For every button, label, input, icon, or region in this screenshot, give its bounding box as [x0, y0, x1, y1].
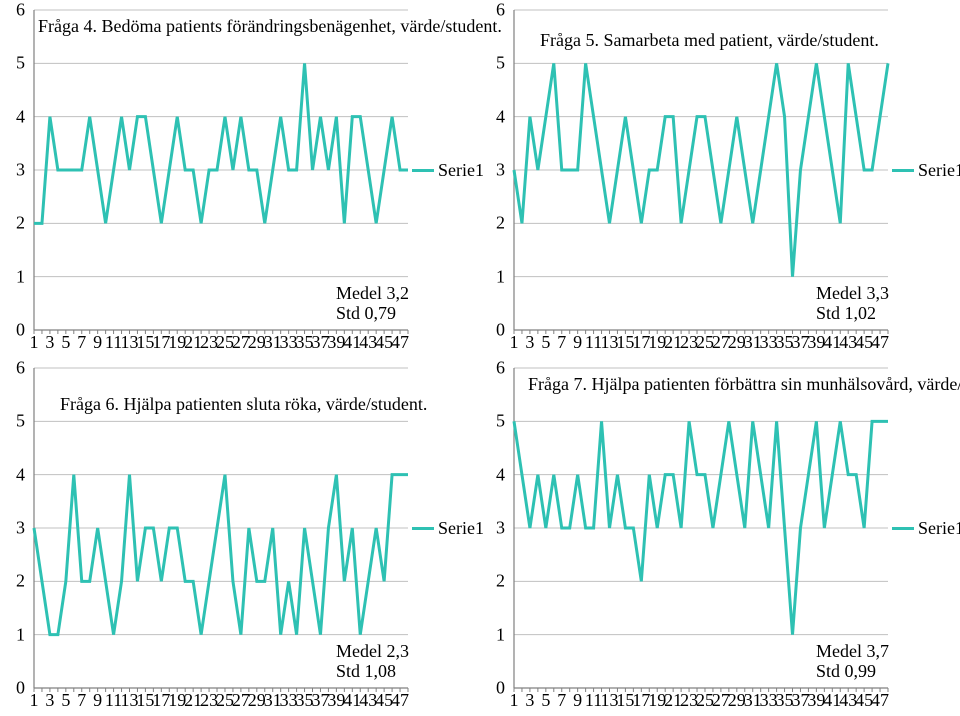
stats-label: Medel 2,3Std 1,08 — [336, 642, 409, 682]
chart-title: Fråga 7. Hjälpa patienten förbättra sin … — [528, 374, 960, 395]
std-label: Std 0,99 — [816, 661, 876, 681]
page: 0123456135791113151719212325272931333537… — [0, 0, 960, 716]
stats-label: Medel 3,3Std 1,02 — [816, 284, 889, 324]
chart-cell-5: 0123456135791113151719212325272931333537… — [480, 0, 960, 358]
stats-label: Medel 3,2Std 0,79 — [336, 284, 409, 324]
chart-grid: 0123456135791113151719212325272931333537… — [0, 0, 960, 716]
chart-cell-4: 0123456135791113151719212325272931333537… — [0, 0, 480, 358]
std-label: Std 1,02 — [816, 303, 876, 323]
legend-label: Serie1 — [438, 160, 484, 181]
stats-label: Medel 3,7Std 0,99 — [816, 642, 889, 682]
legend: Serie1 — [892, 160, 960, 181]
mean-label: Medel 3,3 — [816, 283, 889, 303]
std-label: Std 1,08 — [336, 661, 396, 681]
chart-cell-7: 0123456135791113151719212325272931333537… — [480, 358, 960, 716]
mean-label: Medel 3,7 — [816, 641, 889, 661]
legend-label: Serie1 — [918, 518, 960, 539]
legend-label: Serie1 — [438, 518, 484, 539]
legend-swatch — [412, 169, 434, 172]
chart-title: Fråga 5. Samarbeta med patient, värde/st… — [540, 30, 879, 51]
chart-title: Fråga 6. Hjälpa patienten sluta röka, vä… — [60, 394, 427, 415]
legend-swatch — [412, 527, 434, 530]
mean-label: Medel 2,3 — [336, 641, 409, 661]
legend: Serie1 — [892, 518, 960, 539]
mean-label: Medel 3,2 — [336, 283, 409, 303]
chart-title: Fråga 4. Bedöma patients förändringsbenä… — [38, 16, 502, 37]
legend: Serie1 — [412, 518, 484, 539]
std-label: Std 0,79 — [336, 303, 396, 323]
chart-cell-6: 0123456135791113151719212325272931333537… — [0, 358, 480, 716]
legend-swatch — [892, 527, 914, 530]
legend-label: Serie1 — [918, 160, 960, 181]
legend: Serie1 — [412, 160, 484, 181]
legend-swatch — [892, 169, 914, 172]
